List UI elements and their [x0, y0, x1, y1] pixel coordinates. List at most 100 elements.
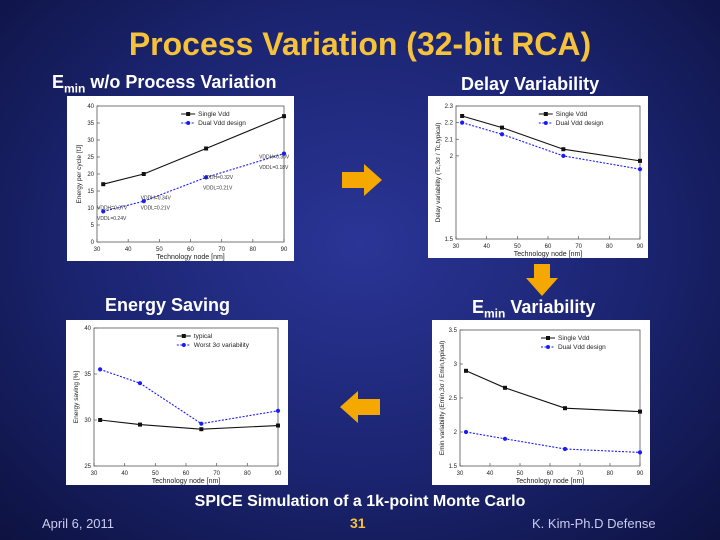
- chart-emin-svg: 30 40 50 60 70 80 90 0 5 10 15 20 25 30 35 40 Technology…: [76, 104, 290, 261]
- y-tick-label: 35: [87, 121, 94, 127]
- x-tick-label: 50: [514, 244, 521, 250]
- data-point: [281, 151, 287, 156]
- series-line: [103, 153, 285, 212]
- x-tick-label: 70: [213, 471, 220, 477]
- x-tick-label: 40: [121, 471, 128, 477]
- legend-label: Dual Vdd design: [198, 120, 246, 127]
- x-tick-label: 40: [483, 244, 490, 250]
- annotation-label: VDDH=0.32V: [203, 175, 234, 181]
- x-tick-label: 80: [244, 471, 251, 477]
- x-tick-label: 60: [183, 471, 190, 477]
- legend-marker: [546, 336, 550, 340]
- y-tick-label: 1.5: [449, 464, 458, 470]
- x-tick-label: 90: [275, 471, 282, 477]
- data-point: [464, 368, 468, 373]
- y-tick-label: 2: [454, 430, 458, 436]
- x-tick-label: 70: [218, 247, 225, 253]
- legend-marker: [186, 121, 191, 125]
- y-tick-label: 15: [87, 189, 94, 195]
- arrow-left-icon: [340, 391, 380, 423]
- x-tick-label: 50: [517, 471, 524, 477]
- data-point: [141, 172, 146, 176]
- data-point: [137, 381, 143, 386]
- data-point: [502, 436, 508, 441]
- y-tick-label: 3.5: [449, 328, 458, 334]
- data-point: [637, 450, 643, 455]
- y-axis-label: Delay variability (Tc,3σ / Tc,typical): [435, 123, 442, 223]
- y-tick-label: 2.3: [445, 104, 454, 110]
- chart-emin-var-svg: 30 40 50 60 70 80 90 1.5 2 2.5 3 3.5 Technology node…: [439, 328, 644, 485]
- x-tick-label: 60: [547, 471, 554, 477]
- data-point: [204, 146, 209, 151]
- x-tick-label: 30: [453, 244, 460, 250]
- legend-marker: [186, 112, 191, 116]
- x-tick-label: 90: [637, 244, 644, 250]
- label-energy-saving: Energy Saving: [105, 295, 231, 315]
- legend-marker: [543, 112, 548, 116]
- annotation-label: VDDL=0.24V: [97, 216, 127, 222]
- legend-label: Dual Vdd design: [556, 120, 604, 127]
- data-point: [276, 423, 280, 428]
- x-tick-label: 70: [577, 471, 584, 477]
- legend-label: Dual Vdd design: [558, 344, 606, 351]
- legend-marker: [543, 121, 548, 125]
- series-line: [465, 370, 641, 413]
- x-tick-label: 70: [575, 244, 582, 250]
- y-tick-label: 30: [87, 138, 94, 144]
- data-point: [275, 408, 281, 413]
- y-axis-label: Emin variability (Emin,3σ / Emin,typical…: [439, 341, 446, 456]
- series-line: [100, 419, 279, 430]
- y-axis-label: Energy per cycle [fJ]: [76, 144, 83, 203]
- data-point: [460, 120, 465, 125]
- legend-label: Worst 3σ variability: [194, 342, 250, 349]
- y-tick-label: 25: [84, 464, 91, 470]
- data-point: [203, 175, 209, 180]
- data-point: [499, 132, 505, 137]
- slide-title: Process Variation (32-bit RCA): [128, 26, 592, 62]
- footer-date: April 6, 2011: [42, 516, 115, 531]
- legend-label: typical: [194, 333, 213, 340]
- annotation-label: VDDH=0.30V: [259, 155, 290, 161]
- y-axis-label: Energy saving [%]: [73, 371, 80, 424]
- x-tick-label: 80: [249, 247, 256, 253]
- x-tick-label: 80: [606, 244, 613, 250]
- data-point: [98, 418, 103, 422]
- data-point: [638, 158, 642, 163]
- chart-delay-svg: 30 40 50 60 70 80 90 1.5 2 2.1 2.2 2.3 Technology no…: [435, 104, 644, 258]
- chart-delay: 30 40 50 60 70 80 90 1.5 2 2.1 2.2 2.3 Technology no…: [428, 96, 648, 258]
- footer-author: K. Kim-Ph.D Defense: [532, 516, 656, 531]
- data-point: [101, 182, 106, 187]
- series-line: [99, 368, 279, 425]
- x-tick-label: 90: [637, 471, 644, 477]
- arrow-down-icon: [526, 264, 558, 296]
- data-point: [637, 167, 643, 172]
- plot-frame: [459, 329, 641, 467]
- legend-marker: [181, 343, 186, 347]
- series-line: [461, 122, 641, 170]
- data-point: [562, 446, 568, 452]
- data-point: [282, 114, 286, 119]
- data-point: [638, 409, 642, 414]
- y-tick-label: 2.5: [449, 396, 458, 402]
- y-tick-label: 5: [91, 223, 95, 229]
- y-tick-label: 25: [87, 155, 94, 161]
- x-axis-label: Technology node [nm]: [156, 254, 225, 261]
- x-tick-label: 60: [187, 247, 194, 253]
- x-axis-label: Technology node [nm]: [514, 251, 583, 258]
- simulation-caption: SPICE Simulation of a 1k-point Monte Car…: [194, 493, 526, 510]
- chart-emin: 30 40 50 60 70 80 90 0 5 10 15 20 25 30 35 40 Technology…: [67, 96, 294, 261]
- y-tick-label: 20: [87, 172, 94, 178]
- data-point: [101, 209, 106, 214]
- y-tick-label: 3: [454, 362, 458, 368]
- y-tick-label: 40: [84, 326, 91, 332]
- data-point: [460, 113, 465, 118]
- plot-frame: [455, 105, 641, 240]
- y-tick-label: 2: [450, 154, 454, 160]
- x-tick-label: 30: [457, 471, 464, 477]
- label-emin: Emin w/o Process Variation: [52, 72, 277, 96]
- series-line: [461, 115, 641, 162]
- x-tick-label: 30: [91, 471, 98, 477]
- legend-marker: [546, 345, 550, 349]
- data-point: [561, 147, 566, 152]
- plot-frame: [93, 327, 279, 467]
